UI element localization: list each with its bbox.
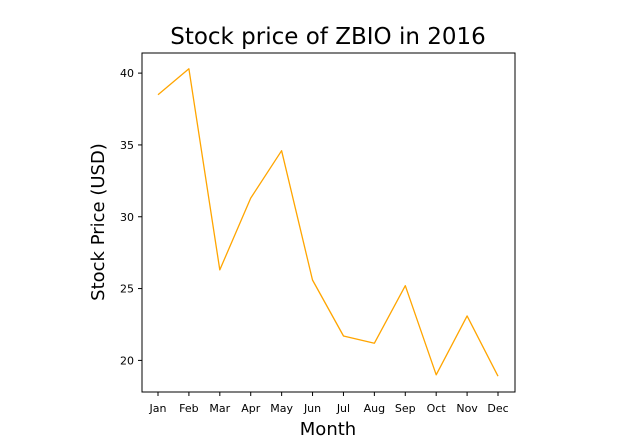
- x-tick-label: Jan: [149, 402, 167, 415]
- series-line: [157, 68, 499, 377]
- chart-title: Stock price of ZBIO in 2016: [170, 24, 486, 50]
- y-axis: 20 25 30 35 40: [120, 67, 142, 367]
- x-tick-label: Feb: [179, 402, 198, 415]
- series-layer: [157, 68, 499, 377]
- x-axis-label: Month: [300, 419, 356, 440]
- y-tick-label: 20: [120, 354, 134, 367]
- y-tick-label: 30: [120, 211, 134, 224]
- x-tick-label: Mar: [209, 402, 230, 415]
- plot-frame: [141, 52, 516, 393]
- y-axis-label: Stock Price (USD): [88, 143, 109, 301]
- x-tick-label: Jun: [303, 402, 321, 415]
- x-tick-label: Aug: [364, 402, 385, 415]
- x-tick-label: Nov: [456, 402, 478, 415]
- y-tick-label: 25: [120, 283, 134, 296]
- y-tick-label: 40: [120, 67, 134, 80]
- x-tick-label: Oct: [427, 402, 447, 415]
- x-axis: Jan Feb Mar Apr May Jun Jul Aug Sep Oct Nov Dec: [149, 392, 509, 415]
- x-tick-label: Apr: [241, 402, 261, 415]
- x-tick-label: Sep: [395, 402, 416, 415]
- y-tick-label: 35: [120, 139, 134, 152]
- x-tick-label: Dec: [487, 402, 508, 415]
- x-tick-label: Jul: [336, 402, 350, 415]
- x-tick-label: May: [270, 402, 293, 415]
